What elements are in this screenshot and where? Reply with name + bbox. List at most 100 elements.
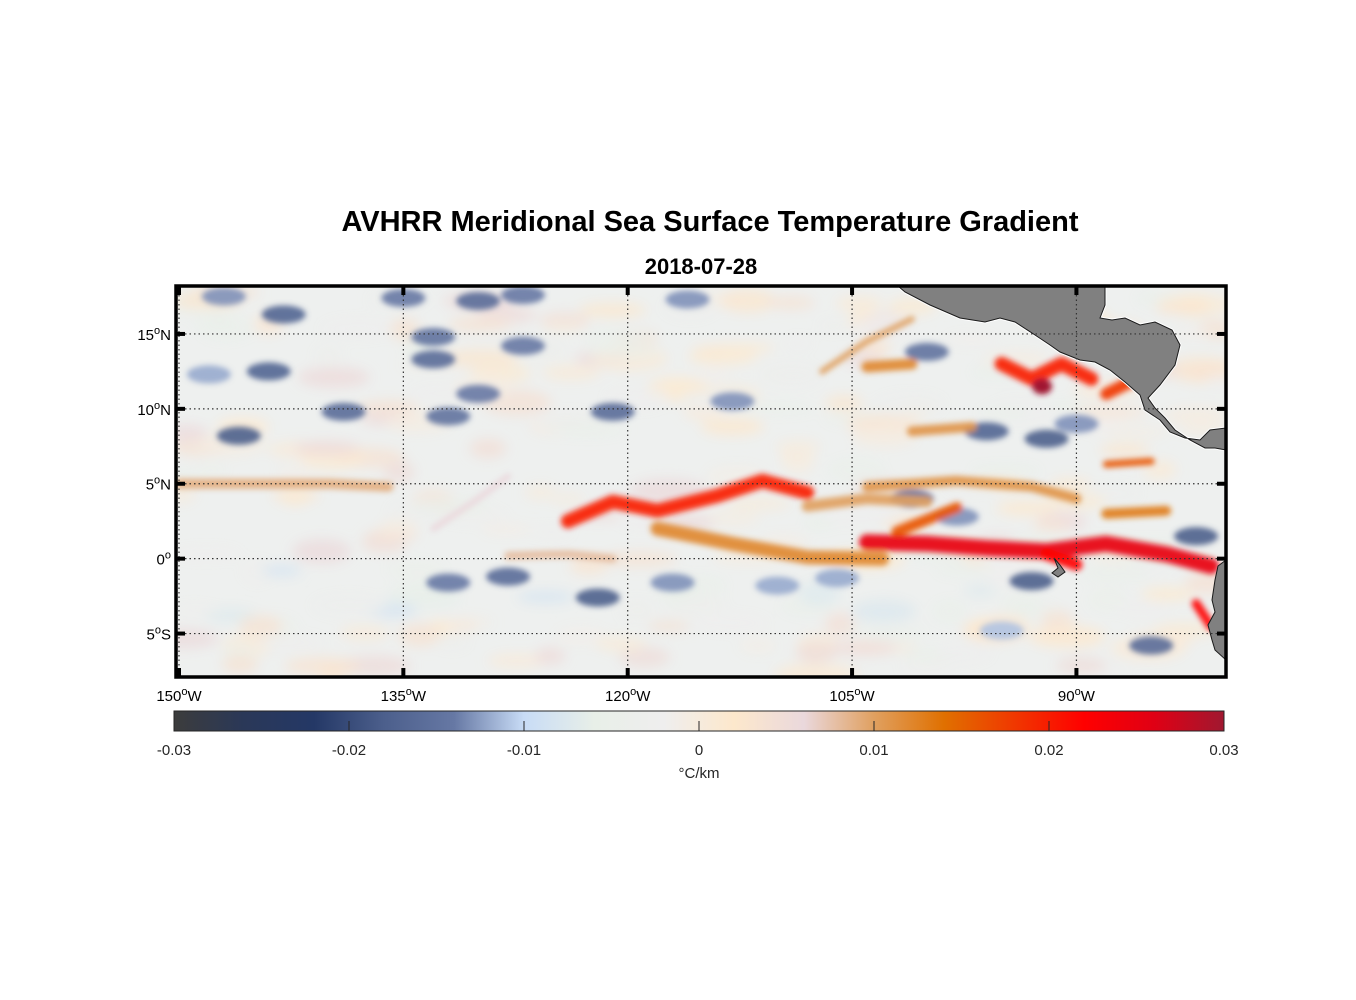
y-tick-label: 5oN: [146, 475, 171, 494]
field-cell: [647, 620, 690, 632]
y-tick-label: 10oN: [137, 400, 171, 419]
field-cell: [601, 551, 678, 567]
field-cell: [618, 647, 670, 668]
cold-patch: [381, 288, 426, 307]
field-cell: [827, 457, 885, 483]
field-cell: [1182, 364, 1226, 379]
cold-patch: [456, 384, 501, 403]
field-cell: [294, 440, 361, 456]
field-cell: [238, 615, 283, 637]
warm-front: [819, 316, 915, 375]
field-cell: [284, 656, 361, 676]
field-cell: [1104, 426, 1168, 438]
x-tick-label: 135oW: [381, 686, 427, 705]
field-cell: [544, 321, 584, 332]
colorbar-tick-label: 0.01: [859, 742, 888, 759]
field-cell: [386, 561, 446, 578]
warm-front: [994, 356, 1099, 386]
cold-patch: [1129, 636, 1174, 655]
warm-front: [176, 478, 394, 492]
x-tick-label: 105oW: [829, 686, 875, 705]
field-cell: [996, 500, 1057, 516]
colorbar-tick-label: -0.02: [332, 742, 366, 759]
field-cell: [1031, 519, 1070, 531]
field-cell: [517, 590, 575, 604]
y-tick-label: 5oS: [147, 625, 171, 644]
field-cell: [535, 647, 566, 665]
warm-front: [906, 421, 977, 437]
field-cell: [256, 634, 328, 651]
field-cell: [176, 604, 218, 617]
cold-patch: [501, 286, 546, 304]
colorbar-tick-label: 0.02: [1034, 742, 1063, 759]
field-cell: [835, 296, 884, 312]
land-galapagos: [1051, 557, 1066, 578]
field-cell: [819, 665, 860, 677]
cold-patch: [979, 621, 1024, 640]
field-cell: [582, 328, 652, 346]
field-cell: [765, 296, 815, 310]
cold-patch: [904, 342, 949, 361]
field-cell: [440, 616, 493, 628]
field-cell: [898, 661, 952, 676]
field-cell: [221, 654, 259, 674]
cold-patch: [755, 576, 800, 595]
cold-patch: [426, 573, 471, 592]
field-cell: [708, 508, 760, 528]
cold-patch: [411, 327, 456, 346]
warm-front: [801, 493, 933, 512]
warm-front: [891, 502, 963, 538]
field-cell: [176, 470, 206, 482]
x-tick-label: 120oW: [605, 686, 651, 705]
field-cell: [398, 623, 441, 647]
max-warm-patch: [1032, 378, 1053, 395]
field-cell: [198, 464, 228, 477]
field-cell: [738, 637, 778, 655]
field-cell: [693, 613, 769, 633]
field-cell: [1028, 625, 1106, 648]
field-cell: [851, 315, 910, 342]
field-cell: [1115, 599, 1170, 618]
field-cell: [739, 402, 817, 415]
field-cell: [383, 461, 415, 483]
chart-subtitle: 2018-07-28: [644, 254, 758, 279]
field-cell: [292, 539, 351, 564]
field-cell: [176, 484, 197, 504]
field-cell: [1142, 460, 1177, 479]
field-cell: [1049, 479, 1091, 491]
gradient-field-strong: [176, 286, 1219, 655]
field-cell: [528, 525, 574, 538]
cold-patch: [815, 569, 860, 588]
field-cell: [945, 333, 998, 346]
field-cell: [487, 653, 547, 669]
cold-patch: [1174, 527, 1219, 546]
field-cell: [775, 370, 819, 383]
field-cell: [820, 503, 901, 526]
field-cell: [932, 600, 967, 623]
y-tick-label: 15oN: [137, 325, 171, 344]
cold-patch: [1024, 429, 1069, 448]
cold-patch: [665, 290, 710, 309]
field-cell: [798, 581, 841, 606]
field-cell: [448, 316, 512, 332]
warm-front: [560, 473, 815, 529]
field-cell: [694, 367, 732, 380]
x-tick-label: 150oW: [156, 686, 202, 705]
y-axis-labels: 15oN 10oN 5oN 0o 5oS: [137, 325, 171, 644]
cold-patch: [486, 567, 531, 586]
cold-patch: [426, 407, 471, 426]
field-cell: [319, 317, 398, 340]
field-cell: [314, 344, 343, 367]
field-cell: [727, 496, 791, 512]
field-cell: [969, 465, 1042, 476]
field-cell: [595, 636, 646, 652]
field-cell: [550, 493, 585, 505]
field-cell: [337, 655, 411, 677]
field-cell: [339, 625, 390, 641]
warm-front: [862, 475, 1082, 504]
field-cell: [261, 565, 302, 577]
field-cell: [1100, 443, 1150, 457]
cold-patch: [1054, 414, 1099, 433]
field-cell: [469, 438, 507, 459]
field-cell: [795, 641, 837, 664]
